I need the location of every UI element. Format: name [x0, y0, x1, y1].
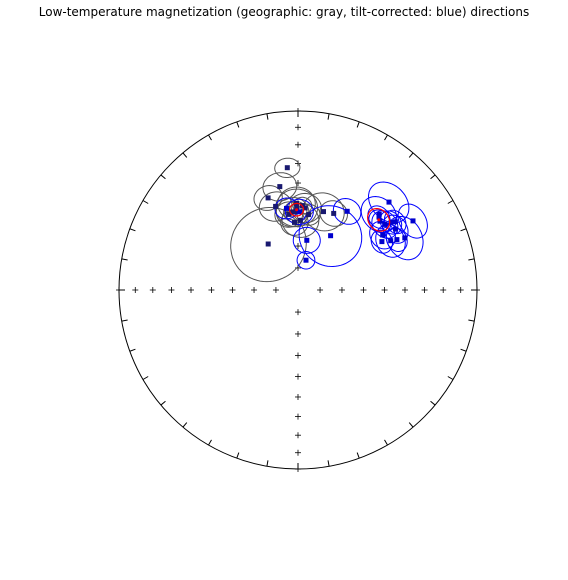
azimuth-tick	[236, 121, 240, 128]
azimuth-tick	[460, 228, 467, 232]
azimuth-tick	[408, 422, 414, 428]
azimuth-tick	[142, 200, 149, 204]
azimuth-tick	[327, 113, 330, 120]
tilt-corrected-direction-point	[392, 219, 398, 225]
tilt-corrected-direction-point	[296, 209, 302, 215]
mean-confidence-cone	[289, 202, 305, 217]
azimuth-tick	[236, 452, 240, 459]
tilt-corrected-confidence-cone	[360, 195, 398, 233]
mean-direction-point	[377, 218, 381, 222]
azimuth-tick	[408, 152, 414, 158]
tilt-corrected-direction-point	[377, 218, 383, 224]
geographic-direction-point	[331, 210, 337, 216]
tilt-corrected-confidence-cone	[292, 226, 321, 254]
azimuth-tick	[460, 348, 467, 352]
tilt-corrected-direction-point	[394, 237, 400, 243]
tilt-corrected-direction-point	[379, 239, 385, 245]
geographic-direction-point	[290, 209, 295, 215]
tilt-corrected-direction-point	[284, 205, 289, 211]
azimuth-tick	[327, 460, 330, 467]
tilt-corrected-direction-point	[410, 218, 416, 224]
azimuth-tick	[160, 174, 166, 180]
geographic-direction-point	[284, 165, 290, 171]
geographic-confidence-cone	[274, 157, 301, 178]
azimuth-tick	[142, 376, 149, 380]
geographic-direction-point	[306, 212, 312, 218]
azimuth-tick	[208, 134, 212, 141]
azimuth-tick	[468, 319, 475, 322]
tilt-corrected-confidence-cone	[298, 205, 363, 268]
tilt-corrected-direction-point	[380, 232, 386, 238]
azimuth-tick	[266, 113, 269, 120]
tilt-corrected-direction-point	[402, 235, 408, 241]
azimuth-tick	[468, 258, 475, 261]
chart-title: Low-temperature magnetization (geographi…	[38, 5, 530, 19]
azimuth-tick	[384, 134, 388, 141]
tilt-corrected-direction-point	[328, 233, 334, 239]
geographic-direction-point	[265, 195, 271, 201]
geographic-confidence-cone	[262, 172, 298, 202]
geographic-direction-point	[265, 241, 271, 247]
tilt-corrected-direction-point	[382, 221, 388, 227]
geographic-direction-point	[294, 205, 300, 211]
mean-direction-point	[295, 208, 299, 212]
azimuth-tick	[182, 152, 188, 158]
tilt-corrected-confidence-cone	[368, 209, 392, 234]
tilt-corrected-direction-point	[344, 208, 350, 214]
tilt-corrected-direction-point	[376, 214, 382, 220]
azimuth-tick	[208, 439, 212, 446]
azimuth-tick	[430, 174, 436, 180]
azimuth-tick	[266, 460, 269, 467]
tilt-corrected-direction-point	[303, 257, 309, 263]
tilt-corrected-direction-point	[388, 238, 394, 244]
azimuth-tick	[129, 228, 136, 232]
tilt-corrected-confidence-cone	[296, 250, 316, 270]
geographic-direction-point	[321, 209, 326, 215]
tilt-corrected-confidence-cone	[385, 227, 408, 252]
geographic-direction-point	[277, 184, 283, 190]
tilt-corrected-direction-point	[388, 219, 394, 225]
geographic-direction-point	[286, 211, 292, 217]
mean-cones	[289, 202, 391, 232]
tilt-corrected-confidence-cone	[384, 209, 407, 235]
azimuth-tick	[182, 422, 188, 428]
geographic-direction-point	[292, 209, 298, 215]
geographic-confidence-cone	[258, 191, 293, 222]
azimuth-tick	[384, 439, 388, 446]
azimuth-tick	[160, 400, 166, 406]
geographic-confidence-cone	[302, 192, 345, 232]
tilt-corrected-direction-point	[376, 211, 382, 217]
geographic-direction-point	[302, 205, 308, 211]
geographic-direction-point	[297, 217, 303, 223]
mean-confidence-cone	[367, 208, 391, 232]
azimuth-tick	[121, 319, 128, 322]
azimuth-tick	[447, 200, 454, 204]
geographic-direction-point	[292, 219, 297, 225]
azimuth-tick	[447, 376, 454, 380]
tilt-corrected-confidence-cone	[367, 181, 410, 224]
azimuth-tick	[129, 348, 136, 352]
geographic-confidence-cone	[253, 184, 283, 211]
azimuth-tick	[430, 400, 436, 406]
tilt-corrected-confidence-cone	[397, 203, 428, 239]
azimuth-tick	[121, 258, 128, 261]
azimuth-tick	[356, 121, 360, 128]
geographic-confidence-cone	[319, 200, 348, 227]
tilt-corrected-direction-point	[386, 199, 392, 205]
geographic-direction-point	[273, 203, 279, 209]
tilt-corrected-direction-point	[393, 226, 398, 232]
tilt-corrected-confidence-cone	[332, 197, 362, 225]
direction-points	[265, 165, 416, 263]
tilt-corrected-direction-point	[304, 237, 310, 243]
azimuth-tick	[356, 452, 360, 459]
